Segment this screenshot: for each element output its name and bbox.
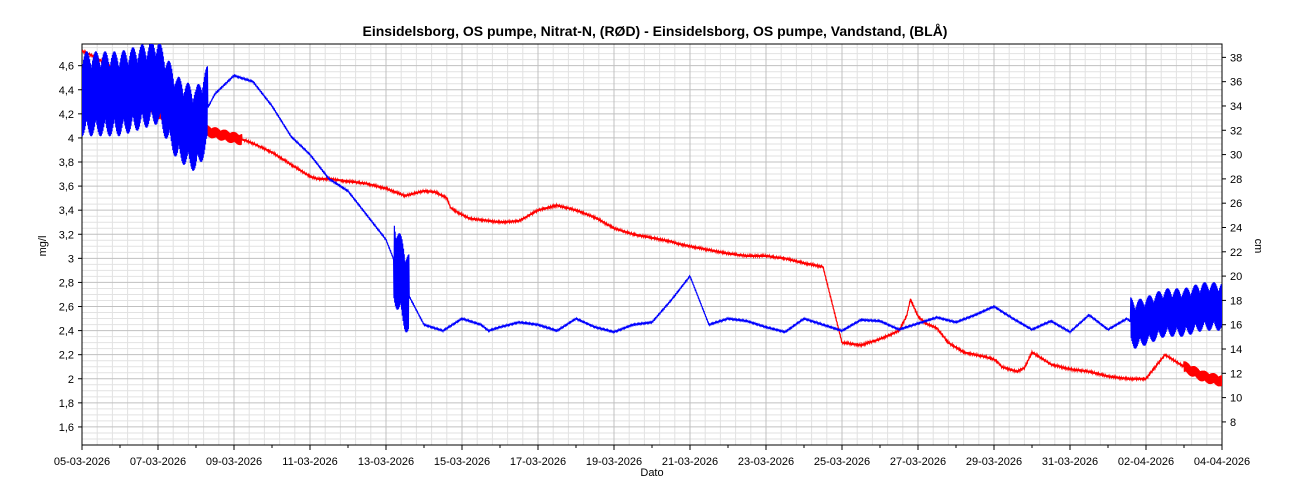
y-right-tick-label: 20 [1230, 271, 1242, 283]
y-right-tick-label: 24 [1230, 222, 1242, 234]
y-left-axis-label: mg/l [37, 236, 49, 257]
x-tick-label: 02-04-2026 [1118, 456, 1174, 468]
y-left-tick-label: 2,2 [59, 350, 74, 362]
x-tick-label: 07-03-2026 [130, 456, 186, 468]
series-water-level-line [82, 44, 1222, 349]
x-tick-label: 05-03-2026 [54, 456, 110, 468]
y-left-tick-label: 4,6 [59, 61, 74, 73]
y-left-tick-label: 3,6 [59, 181, 74, 193]
y-left-tick-label: 4,4 [59, 85, 74, 97]
x-tick-label: 21-03-2026 [662, 456, 718, 468]
y-right-tick-label: 32 [1230, 125, 1242, 137]
x-axis-ticks: 05-03-2026 07-03-2026 09-03-2026 11-03-2026… [54, 445, 1250, 468]
y-left-tick-label: 2 [68, 374, 74, 386]
x-tick-label: 31-03-2026 [1042, 456, 1098, 468]
series-nitrate-line [82, 48, 1222, 387]
y-right-tick-label: 22 [1230, 247, 1242, 259]
grid-lines [81, 44, 1223, 445]
y-right-tick-label: 16 [1230, 320, 1242, 332]
x-tick-label: 19-03-2026 [586, 456, 642, 468]
y-right-tick-label: 36 [1230, 77, 1242, 89]
y-left-axis-ticks: 1,6 1,8 2 2,2 2,4 2,6 2,8 3 3,2 3,4 3,6 3,8 4 4,2 4,4 4… [59, 61, 82, 434]
y-right-tick-label: 28 [1230, 174, 1242, 186]
x-tick-label: 13-03-2026 [358, 456, 414, 468]
x-tick-label: 04-04-2026 [1194, 456, 1250, 468]
y-left-tick-label: 3,2 [59, 229, 74, 241]
y-right-tick-label: 34 [1230, 101, 1242, 113]
y-right-tick-label: 38 [1230, 52, 1242, 64]
y-left-tick-label: 1,6 [59, 422, 74, 434]
y-left-tick-label: 2,8 [59, 277, 74, 289]
x-tick-label: 23-03-2026 [738, 456, 794, 468]
y-left-tick-label: 4 [68, 133, 74, 145]
y-right-tick-label: 30 [1230, 150, 1242, 162]
y-right-tick-label: 8 [1230, 417, 1236, 429]
y-left-tick-label: 4,2 [59, 109, 74, 121]
chart-title: Einsidelsborg, OS pumpe, Nitrat-N, (RØD)… [363, 23, 948, 39]
x-tick-label: 27-03-2026 [890, 456, 946, 468]
y-right-axis-ticks: 8 10 12 14 16 18 20 22 24 26 28 30 32 34 36 38 [1222, 52, 1242, 429]
x-axis-label: Dato [640, 467, 663, 479]
x-tick-label: 09-03-2026 [206, 456, 262, 468]
y-right-tick-label: 14 [1230, 344, 1242, 356]
series-layer [82, 44, 1222, 387]
x-tick-label: 11-03-2026 [282, 456, 337, 468]
x-tick-label: 25-03-2026 [814, 456, 870, 468]
x-tick-label: 15-03-2026 [434, 456, 490, 468]
y-left-tick-label: 3,4 [59, 205, 74, 217]
y-left-tick-label: 3,8 [59, 157, 74, 169]
x-tick-label: 17-03-2026 [510, 456, 566, 468]
y-right-tick-label: 10 [1230, 393, 1242, 405]
x-tick-label: 29-03-2026 [966, 456, 1022, 468]
y-left-tick-label: 2,4 [59, 326, 74, 338]
y-right-axis-label: cm [1252, 239, 1264, 254]
y-left-tick-label: 1,8 [59, 398, 74, 410]
y-right-tick-label: 26 [1230, 198, 1242, 210]
y-left-tick-label: 3 [68, 253, 74, 265]
y-left-tick-label: 2,6 [59, 302, 74, 314]
y-right-tick-label: 18 [1230, 295, 1242, 307]
y-right-tick-label: 12 [1230, 368, 1242, 380]
